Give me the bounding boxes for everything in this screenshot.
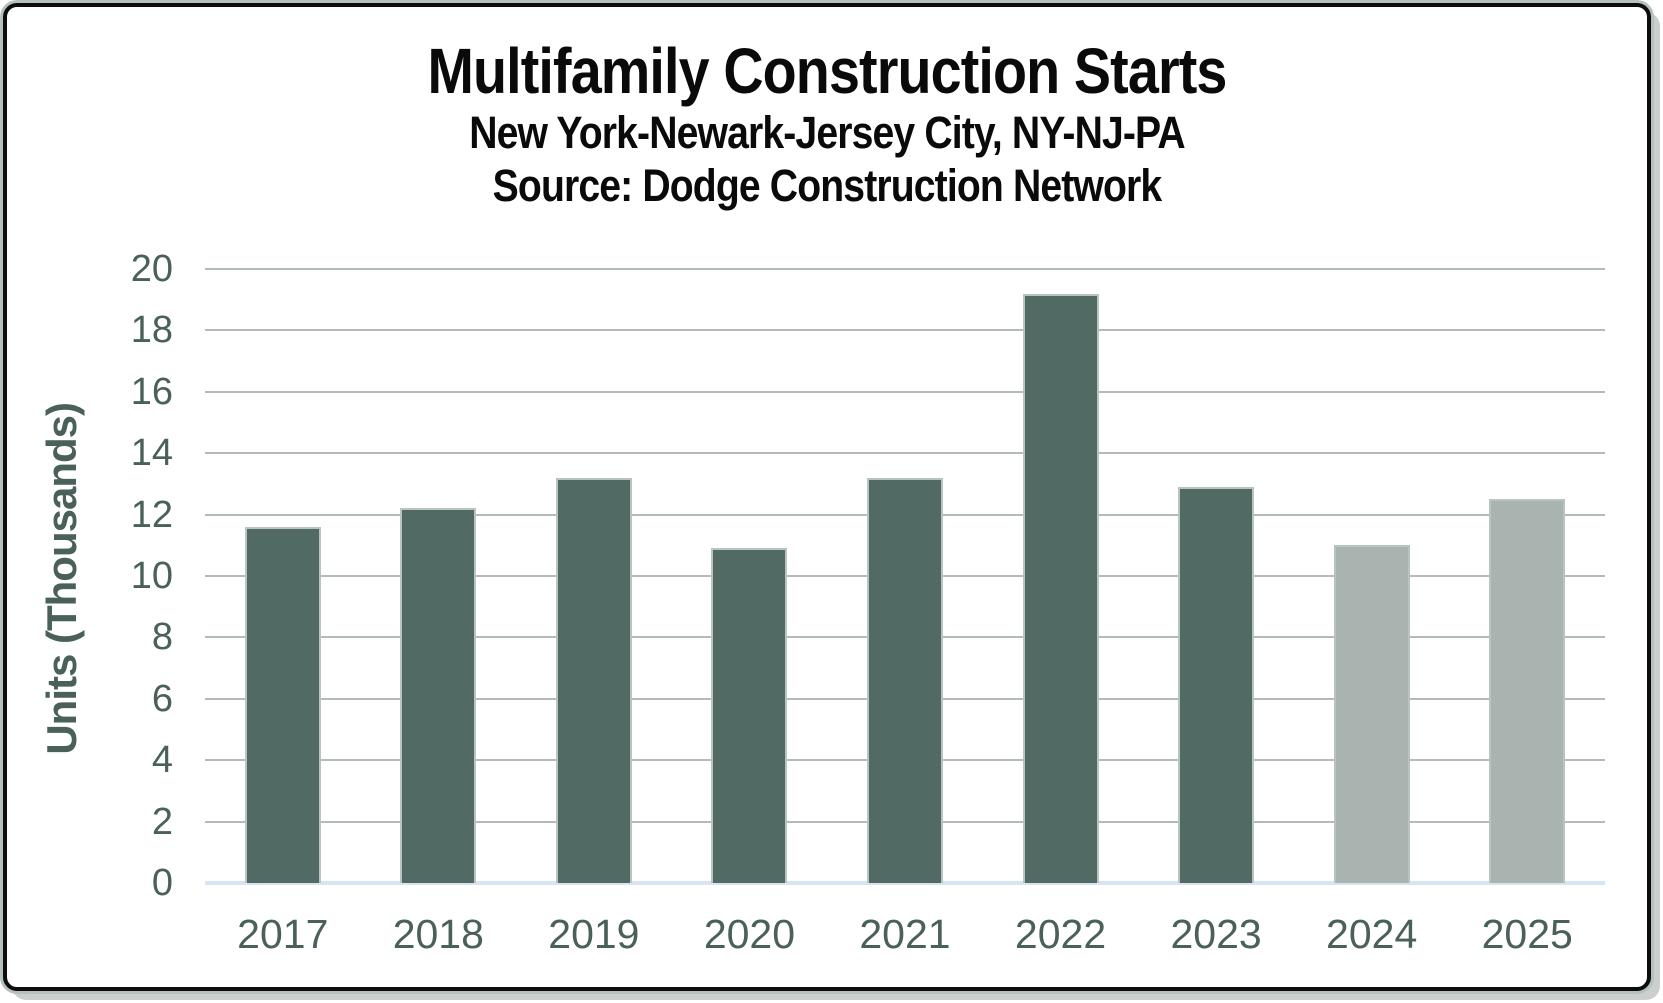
chart-subtitle: New York-Newark-Jersey City, NY-NJ-PA (469, 107, 1185, 159)
y-tick-label-16: 16 (130, 370, 173, 413)
y-tick-label-14: 14 (130, 432, 173, 475)
chart-header: Multifamily Construction Starts New York… (114, 35, 1541, 212)
x-tick-label-2020: 2020 (703, 911, 796, 957)
y-tick-label-6: 6 (151, 677, 173, 720)
plot-area (205, 268, 1605, 885)
x-axis-line (205, 881, 1605, 885)
gridline-y14 (205, 452, 1605, 455)
bar-2018 (400, 508, 477, 883)
bar-2023 (1178, 486, 1255, 883)
x-tick-label-2023: 2023 (1170, 911, 1262, 957)
bar-2021 (867, 477, 943, 883)
x-tick-label-2024: 2024 (1326, 911, 1418, 957)
bar-2025 (1489, 499, 1566, 883)
y-tick-label-4: 4 (151, 739, 173, 782)
chart-title: Multifamily Construction Starts (427, 35, 1227, 107)
y-tick-label-20: 20 (130, 248, 173, 290)
x-tick-label-2018: 2018 (392, 911, 484, 957)
x-tick-label-2017: 2017 (237, 911, 329, 957)
y-tick-label-8: 8 (151, 616, 173, 659)
y-tick-label-12: 12 (130, 493, 173, 536)
y-tick-label-18: 18 (130, 309, 173, 352)
y-axis-tick-labels: 0 2 4 6 8 10 12 14 16 18 20 (7, 248, 173, 904)
bar-2024 (1333, 545, 1410, 883)
y-tick-label-10: 10 (130, 555, 173, 597)
chart-source: Source: Dodge Construction Network (492, 160, 1163, 212)
bar-2019 (555, 477, 632, 883)
x-tick-label-2021: 2021 (859, 911, 951, 957)
gridline-y20 (205, 268, 1605, 270)
bar-2022 (1022, 293, 1099, 883)
x-axis-tick-labels: 2017 2018 2019 2020 2021 2022 2023 2024 2025 (205, 910, 1605, 958)
bar-2020 (711, 548, 788, 883)
gridline-y18 (205, 329, 1605, 332)
gridline-y16 (205, 390, 1605, 393)
chart-frame: Multifamily Construction Starts New York… (3, 3, 1651, 991)
x-tick-label-2025: 2025 (1481, 911, 1573, 957)
y-tick-label-0: 0 (151, 862, 173, 904)
bar-2017 (244, 526, 321, 883)
x-tick-label-2022: 2022 (1014, 911, 1107, 957)
y-tick-label-2: 2 (151, 800, 173, 843)
x-tick-label-2019: 2019 (548, 911, 640, 957)
